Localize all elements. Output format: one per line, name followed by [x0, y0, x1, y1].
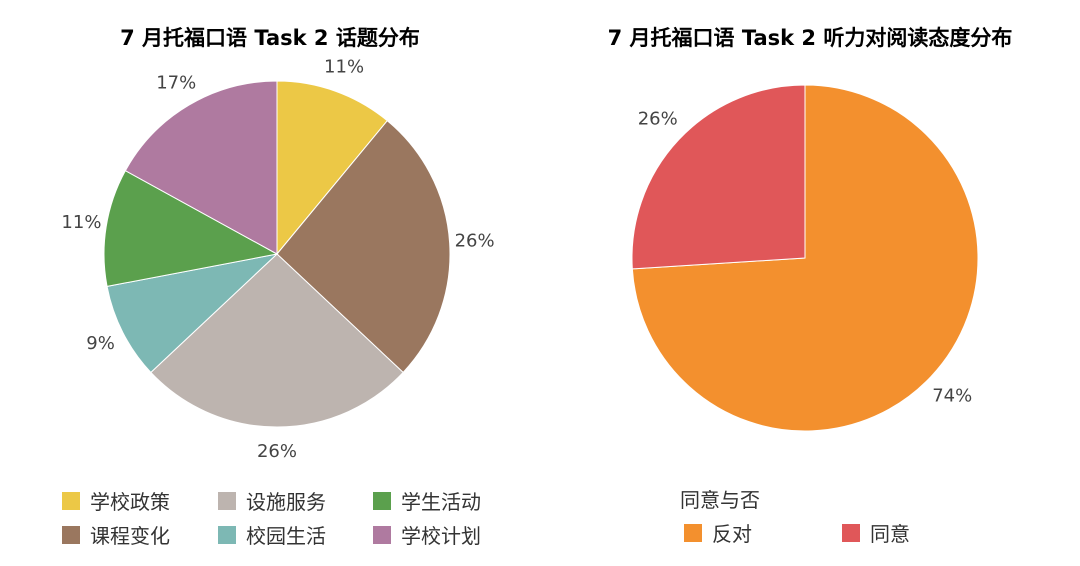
topic-pie: 11% 26% 26% 9% 11% 17%: [61, 57, 495, 462]
legend-swatch: [684, 523, 702, 542]
pie-slice-2: [150, 253, 404, 428]
pie-slice-1: [276, 119, 451, 374]
pie-slice-3: [106, 253, 279, 374]
slice-label-1: 26%: [638, 109, 678, 130]
legend-item-5: 学校计划: [373, 520, 481, 549]
legend-label: 学生活动: [401, 490, 481, 514]
legend-label: 设施服务: [246, 490, 326, 514]
slice-label-2: 26%: [257, 441, 297, 462]
legend-swatch: [218, 525, 236, 544]
legend-label: 学校政策: [90, 490, 170, 514]
legend-swatch: [62, 525, 80, 544]
legend-swatch: [218, 491, 236, 510]
legend-label: 校园生活: [246, 524, 326, 548]
attitude-pie: 74% 26%: [631, 84, 979, 432]
legend-item-4: 校园生活: [218, 520, 326, 549]
attitude-distribution-chart: 7 月托福口语 Task 2 听力对阅读态度分布 74% 26% 同意与否 反对 同…: [540, 0, 1080, 566]
pie-slice-1: [631, 84, 806, 270]
slice-label-1: 26%: [455, 231, 495, 252]
legend-swatch: [373, 525, 391, 544]
legend-label: 课程变化: [90, 524, 170, 548]
slice-label-0: 74%: [932, 385, 972, 406]
legend-item-1: 设施服务: [218, 486, 326, 515]
legend-title: 同意与否: [680, 488, 760, 512]
legend-item-0: 反对: [684, 518, 752, 547]
pie-slice-4: [103, 169, 279, 288]
chart-title: 7 月托福口语 Task 2 话题分布: [120, 26, 420, 50]
legend-item-0: 学校政策: [62, 486, 170, 515]
pie-slice-0: [276, 80, 388, 256]
legend-swatch: [842, 523, 860, 542]
slice-label-0: 11%: [324, 57, 364, 78]
legend-swatch: [62, 491, 80, 510]
legend-item-2: 学生活动: [373, 486, 481, 515]
slice-label-5: 17%: [156, 73, 196, 94]
chart-title: 7 月托福口语 Task 2 听力对阅读态度分布: [607, 26, 1013, 50]
legend-label: 学校计划: [401, 524, 481, 548]
legend-label: 反对: [712, 522, 752, 546]
pie-slice-5: [124, 80, 278, 255]
slice-label-3: 9%: [86, 333, 115, 354]
topic-distribution-chart: 7 月托福口语 Task 2 话题分布 11% 26% 26% 9% 11% 17% 学校…: [61, 26, 495, 549]
legend-label: 同意: [870, 522, 910, 546]
slice-label-4: 11%: [61, 212, 101, 233]
legend-item-3: 课程变化: [62, 520, 170, 549]
legend-swatch: [373, 491, 391, 510]
legend-item-1: 同意: [842, 518, 910, 547]
